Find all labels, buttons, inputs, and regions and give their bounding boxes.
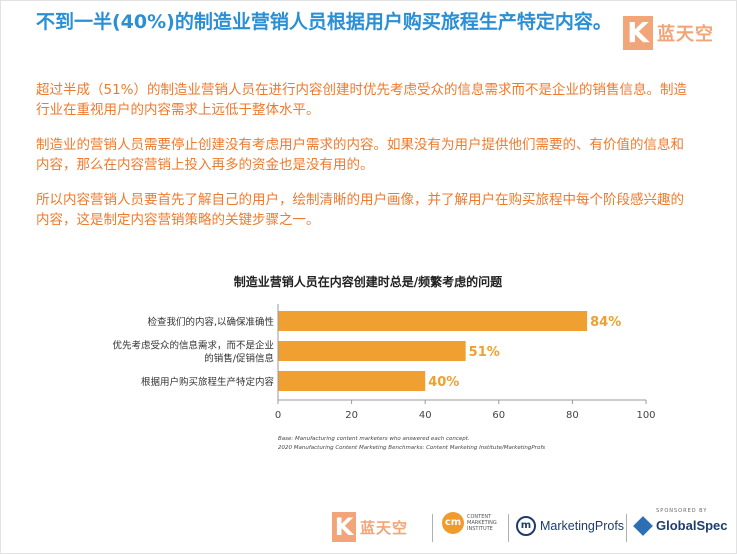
bar — [278, 341, 466, 361]
cmi-icon: cm — [442, 512, 464, 534]
paragraph-2: 制造业的营销人员需要停止创建没有考虑用户需求的内容。如果没有为用户提供他们需要的… — [36, 137, 684, 173]
footer-logos: K 蓝天空 cm CONTENT MARKETING INSTITUTE m M… — [0, 506, 737, 550]
category-label: 根据用户购买旅程生产特定内容 — [141, 376, 275, 388]
globalspec-text: GlobalSpec — [656, 518, 728, 533]
value-label: 84% — [590, 315, 621, 330]
x-tick-label: 100 — [636, 410, 655, 421]
bar — [278, 311, 588, 331]
marketingprofs-icon: m — [516, 516, 536, 536]
footer-brand-logo: K 蓝天空 — [332, 512, 408, 542]
brand-logo: K 蓝天空 — [623, 14, 727, 52]
x-tick-label: 60 — [492, 410, 505, 421]
category-label: 优先考虑受众的信息需求，而不是企业 — [112, 340, 274, 352]
chart-note: Base: Manufacturing content marketers wh… — [278, 436, 470, 442]
x-tick-label: 40 — [419, 410, 432, 421]
paragraph-3: 所以内容营销人员要首先了解自己的用户，绘制清晰的用户画像，并了解用户在购买旅程中… — [36, 192, 684, 228]
globalspec-logo: SPONSORED BY GlobalSpec — [633, 508, 728, 536]
marketingprofs-logo: m MarketingProfs — [516, 516, 624, 536]
value-label: 51% — [469, 345, 500, 360]
footer-logo-text: 蓝天空 — [360, 518, 409, 537]
marketingprofs-text: MarketingProfs — [540, 519, 625, 533]
cmi-logo: cm CONTENT MARKETING INSTITUTE — [442, 512, 503, 534]
logo-k-icon: K — [623, 16, 653, 50]
globalspec-icon — [633, 515, 653, 536]
x-tick-label: 0 — [275, 410, 281, 421]
x-tick-label: 80 — [566, 410, 579, 421]
footer-divider — [432, 514, 433, 542]
sponsored-label: SPONSORED BY — [656, 508, 708, 514]
x-tick-label: 20 — [345, 410, 358, 421]
value-label: 40% — [428, 375, 459, 390]
logo-text: 蓝天空 — [657, 24, 714, 45]
footer-divider — [626, 514, 627, 542]
footer-logo-k-icon: K — [332, 512, 356, 542]
footer-divider — [508, 514, 509, 542]
page-title: 不到一半(40%)的制造业营销人员根据用户购买旅程生产特定内容。 — [36, 11, 612, 33]
chart-note: 2020 Manufacturing Content Marketing Ben… — [278, 445, 545, 451]
chart-title: 制造业营销人员在内容创建时总是/频繁考虑的问题 — [234, 274, 503, 289]
category-label: 检查我们的内容,以确保准确性 — [147, 316, 274, 328]
paragraph-1: 超过半成（51%）的制造业营销人员在进行内容创建时优先考虑受众的信息需求而不是企… — [36, 82, 688, 118]
bar — [278, 371, 426, 391]
category-label: 的销售/促销信息 — [204, 353, 274, 365]
cmi-text: CONTENT MARKETING INSTITUTE — [467, 514, 497, 532]
